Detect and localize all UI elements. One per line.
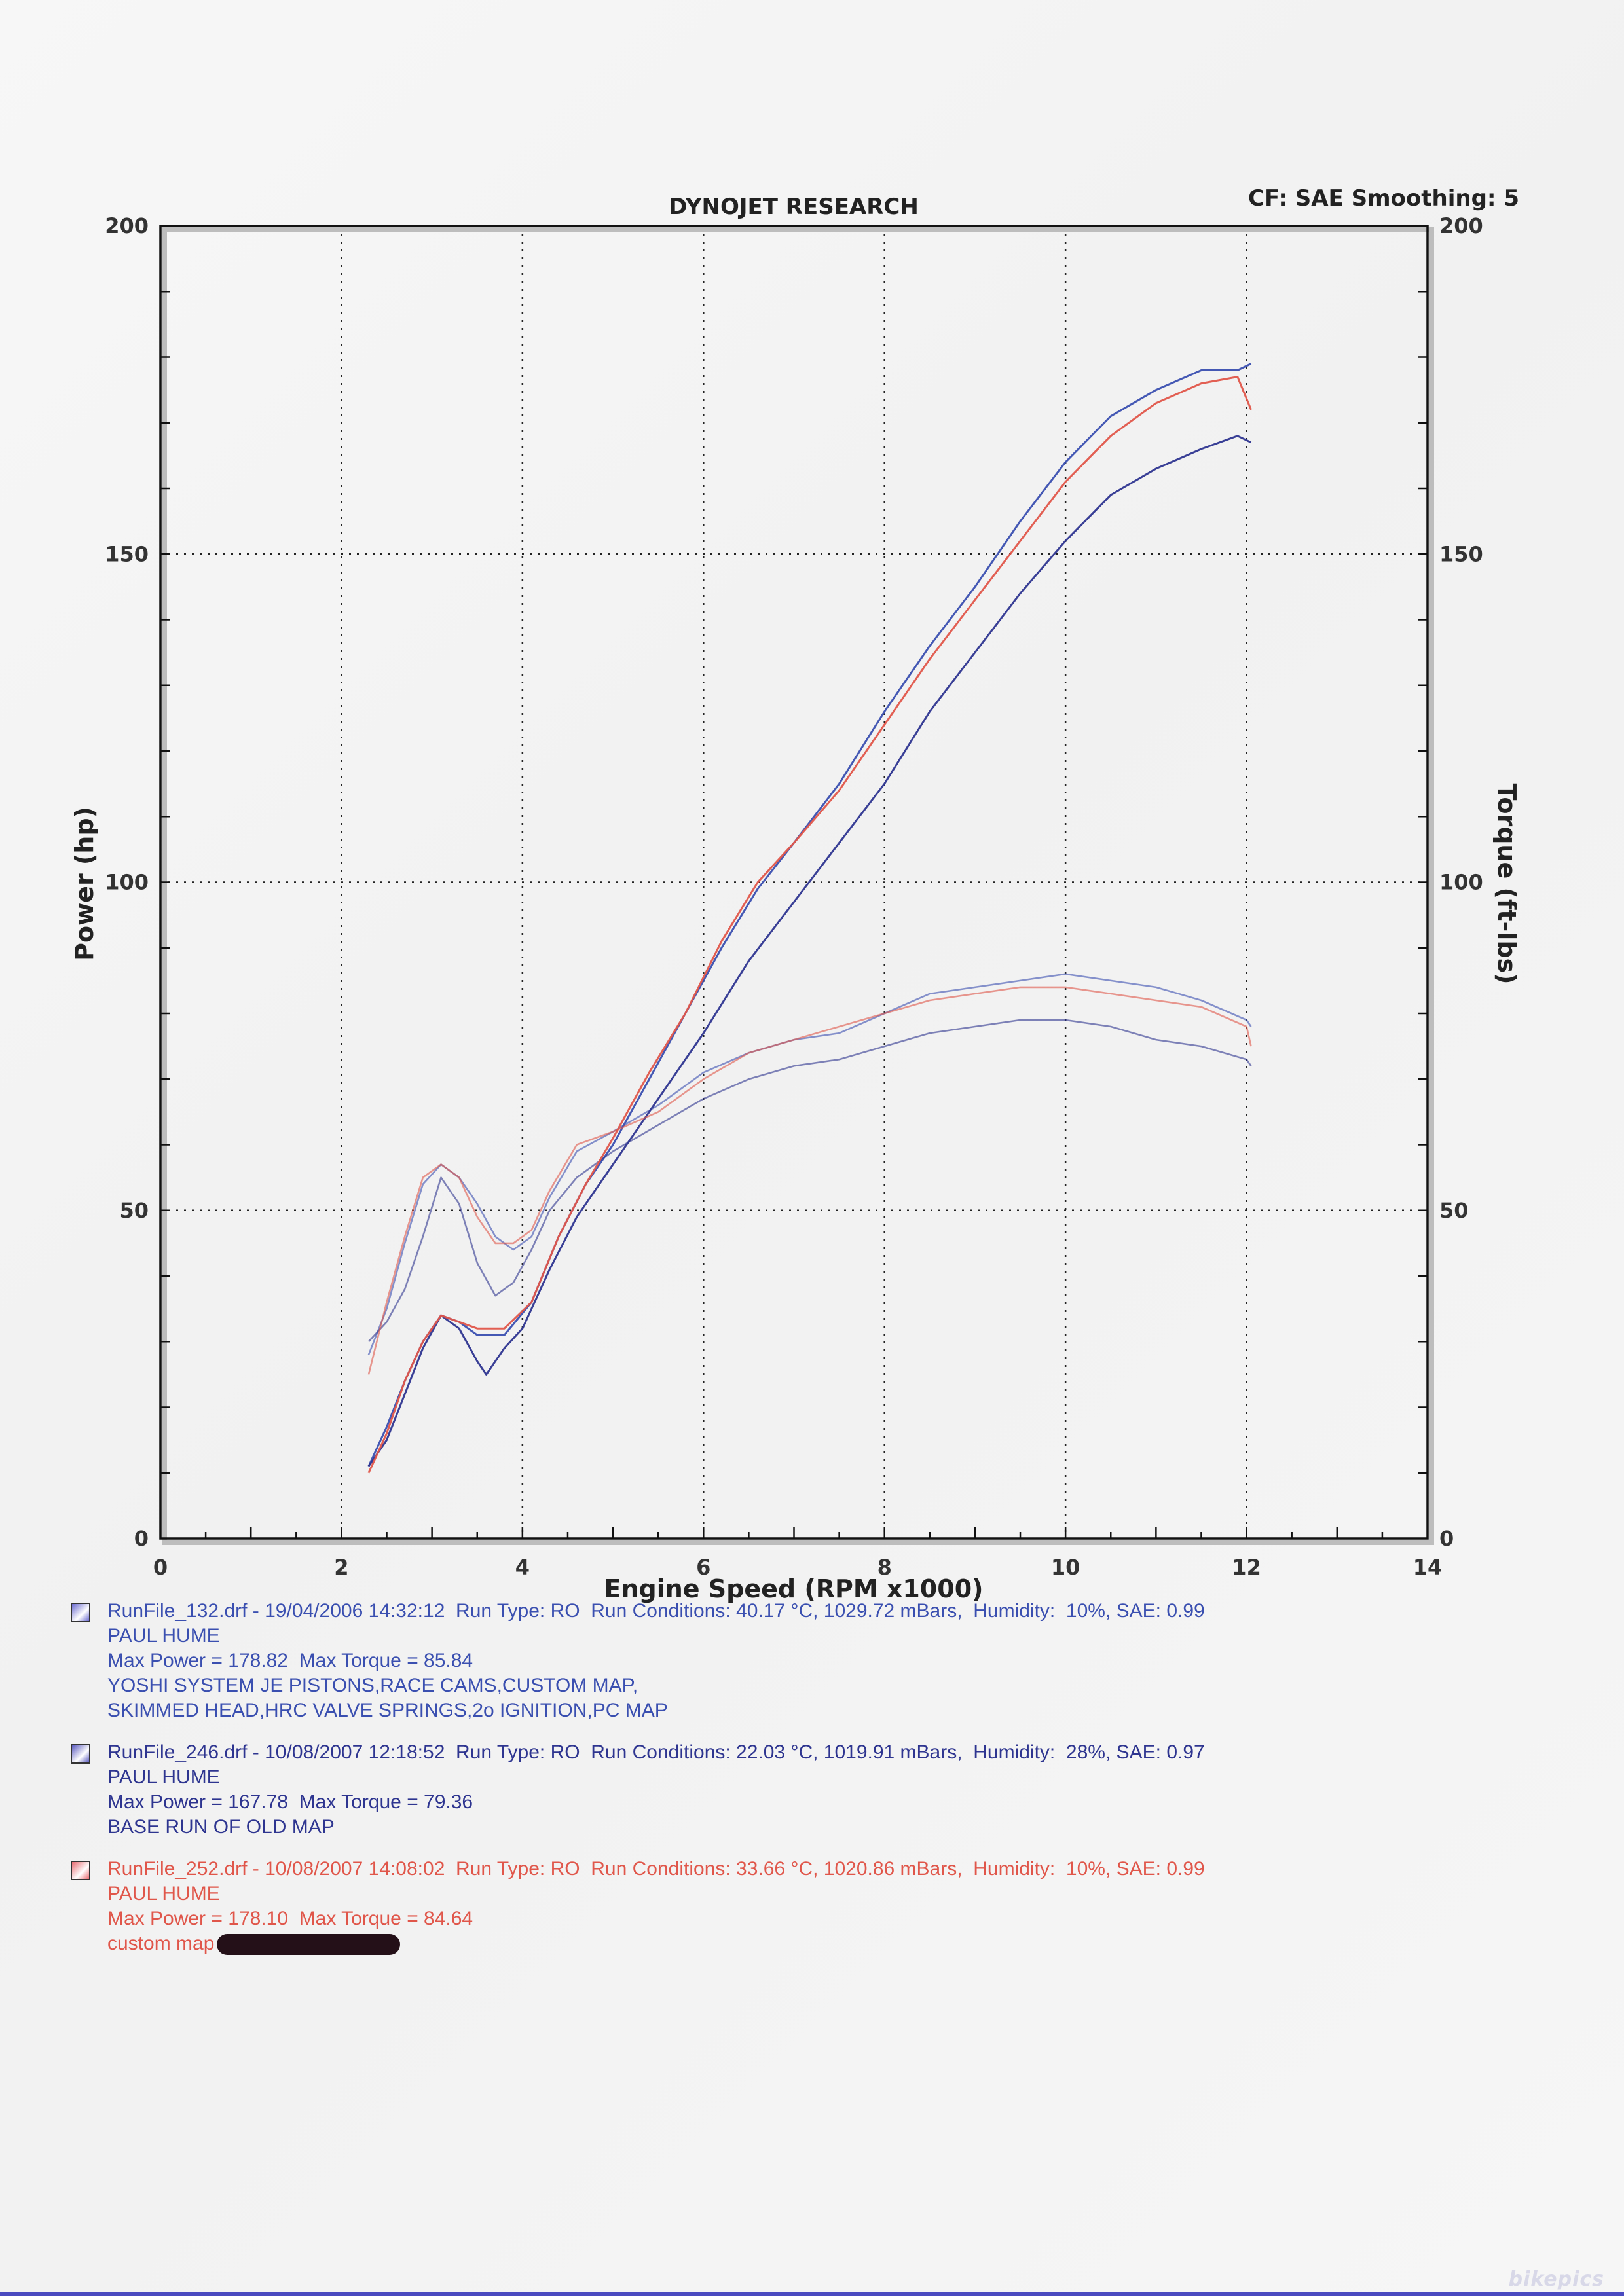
dyno-chart: DYNOJET RESEARCH CF: SAE Smoothing: 5 En…	[70, 185, 1521, 1603]
x-tick-label: 4	[515, 1555, 530, 1580]
run-detail-line: RunFile_246.drf - 10/08/2007 12:18:52 Ru…	[107, 1741, 1205, 1763]
run-detail-line: RunFile_132.drf - 19/04/2006 14:32:12 Ru…	[107, 1600, 1205, 1622]
run-legend: RunFile_132.drf - 19/04/2006 14:32:12 Ru…	[71, 1599, 1511, 1973]
series-layer	[367, 363, 1252, 1474]
run-detail-line: custom map	[107, 1931, 1511, 1956]
x-tick-label: 14	[1413, 1555, 1443, 1580]
y-tick-label: 100	[105, 870, 149, 895]
y2-tick-label: 200	[1439, 213, 1483, 238]
x-tick-label: 8	[877, 1555, 892, 1580]
run-detail-line: RunFile_252.drf - 10/08/2007 14:08:02 Ru…	[107, 1858, 1205, 1880]
series-2-torque-line	[367, 1019, 1252, 1343]
redaction-mark	[217, 1934, 401, 1956]
y-tick-label: 150	[105, 541, 149, 566]
y2-tick-label: 0	[1439, 1526, 1454, 1551]
x-tick-label: 12	[1232, 1555, 1261, 1580]
y-tick-label: 50	[119, 1198, 149, 1223]
run-entry-2: RunFile_246.drf - 10/08/2007 12:18:52 Ru…	[71, 1740, 1511, 1840]
run-detail-line: BASE RUN OF OLD MAP	[107, 1816, 335, 1838]
run-detail-line: YOSHI SYSTEM JE PISTONS,RACE CAMS,CUSTOM…	[107, 1675, 638, 1696]
y2-tick-label: 100	[1439, 870, 1483, 895]
grid-layer	[160, 226, 1428, 1539]
run-detail-line: PAUL HUME	[107, 1766, 220, 1788]
plot-frame-shadow	[162, 227, 1434, 1545]
run-details: RunFile_252.drf - 10/08/2007 14:08:02 Ru…	[107, 1857, 1511, 1956]
bottom-edge-bar	[0, 2292, 1624, 2296]
run-details: RunFile_246.drf - 10/08/2007 12:18:52 Ru…	[107, 1740, 1511, 1840]
series-2-power-line	[367, 435, 1252, 1467]
frame-layer	[159, 225, 1434, 1545]
chart-title: DYNOJET RESEARCH	[669, 194, 919, 220]
x-tick-label: 2	[334, 1555, 348, 1580]
run-detail-line: Max Power = 178.82 Max Torque = 85.84	[107, 1650, 473, 1671]
x-axis-title: Engine Speed (RPM x1000)	[604, 1575, 984, 1603]
run-entry-1: RunFile_132.drf - 19/04/2006 14:32:12 Ru…	[71, 1599, 1511, 1723]
y-tick-label: 200	[105, 213, 149, 238]
run-color-swatch	[71, 1603, 90, 1622]
run-detail-line: SKIMMED HEAD,HRC VALVE SPRINGS,2o IGNITI…	[107, 1700, 668, 1721]
y2-axis-title: Torque (ft-lbs)	[1492, 783, 1521, 984]
watermark: bikepics	[1508, 2268, 1604, 2291]
run-details: RunFile_132.drf - 19/04/2006 14:32:12 Ru…	[107, 1599, 1511, 1723]
run-detail-line: PAUL HUME	[107, 1625, 220, 1647]
x-tick-label: 0	[153, 1555, 168, 1580]
series-1-power-line	[367, 363, 1252, 1467]
series-3-power-line	[367, 376, 1252, 1474]
y2-tick-label: 50	[1439, 1198, 1469, 1223]
run-detail-line: Max Power = 167.78 Max Torque = 79.36	[107, 1791, 473, 1813]
run-detail-line: PAUL HUME	[107, 1883, 220, 1904]
run-color-swatch	[71, 1744, 90, 1764]
run-entry-3: RunFile_252.drf - 10/08/2007 14:08:02 Ru…	[71, 1857, 1511, 1956]
y-axis-title: Power (hp)	[70, 807, 99, 961]
series-1-torque-line	[367, 973, 1252, 1355]
run-detail-line: Max Power = 178.10 Max Torque = 84.64	[107, 1908, 473, 1929]
cf-smoothing-label: CF: SAE Smoothing: 5	[1248, 185, 1519, 211]
x-tick-label: 6	[696, 1555, 710, 1580]
y2-tick-label: 150	[1439, 541, 1483, 566]
tick-layer: 0 2 4 6 8 10 12 14 0 50 100 150 200 0 50 100 150 200	[105, 213, 1483, 1580]
series-3-torque-line	[367, 986, 1252, 1375]
y-tick-label: 0	[134, 1526, 149, 1551]
x-tick-label: 10	[1051, 1555, 1080, 1580]
run-color-swatch	[71, 1861, 90, 1880]
